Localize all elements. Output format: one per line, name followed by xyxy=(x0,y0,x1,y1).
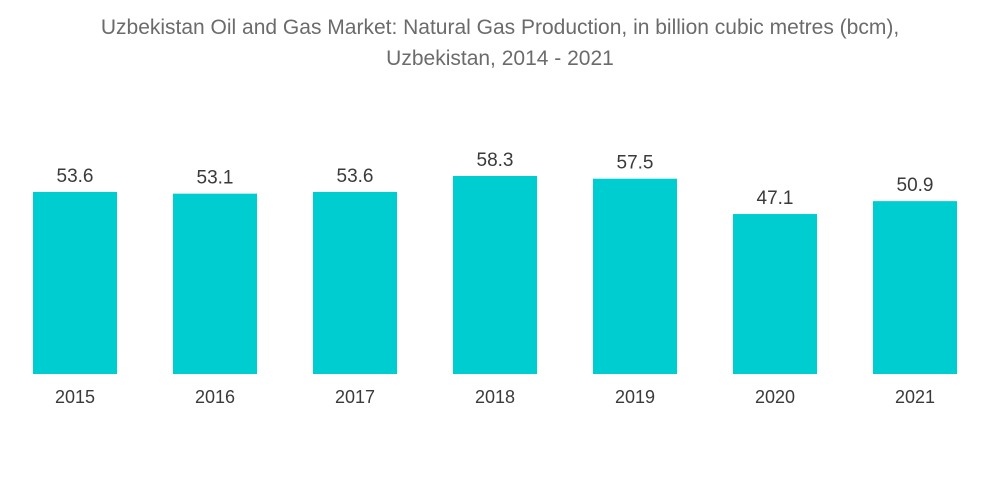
chart-title-line: Uzbekistan Oil and Gas Market: Natural G… xyxy=(100,16,900,39)
data-label-2015: 53.6 xyxy=(57,166,94,187)
bar-2021 xyxy=(873,201,957,374)
bar-2017 xyxy=(313,191,397,374)
bar-2015 xyxy=(33,191,117,374)
bar-2018 xyxy=(453,176,537,374)
bar-group xyxy=(33,176,957,374)
data-label-group: 53.6 53.1 53.6 58.3 57.5 47.1 50.9 xyxy=(57,150,934,209)
data-label-2020: 47.1 xyxy=(757,188,794,209)
data-label-2021: 50.9 xyxy=(897,175,934,196)
data-label-2018: 58.3 xyxy=(477,150,514,171)
x-tick-label-2021: 2021 xyxy=(895,387,935,407)
data-label-2016: 53.1 xyxy=(197,168,234,189)
chart-subtitle-line: Uzbekistan, 2014 - 2021 xyxy=(386,47,614,70)
x-axis-tick-group: 2015 2016 2017 2018 2019 2020 2021 xyxy=(55,387,935,407)
bar-2016 xyxy=(173,193,257,374)
data-label-2019: 57.5 xyxy=(617,153,654,174)
bar-2020 xyxy=(733,214,817,374)
data-label-2017: 53.6 xyxy=(337,166,374,187)
x-tick-label-2016: 2016 xyxy=(195,387,235,407)
x-tick-label-2015: 2015 xyxy=(55,387,95,407)
x-tick-label-2017: 2017 xyxy=(335,387,375,407)
x-tick-label-2018: 2018 xyxy=(475,387,515,407)
chart-title: Uzbekistan Oil and Gas Market: Natural G… xyxy=(0,12,1000,74)
x-tick-label-2020: 2020 xyxy=(755,387,795,407)
bar-2019 xyxy=(593,178,677,374)
x-tick-label-2019: 2019 xyxy=(615,387,655,407)
